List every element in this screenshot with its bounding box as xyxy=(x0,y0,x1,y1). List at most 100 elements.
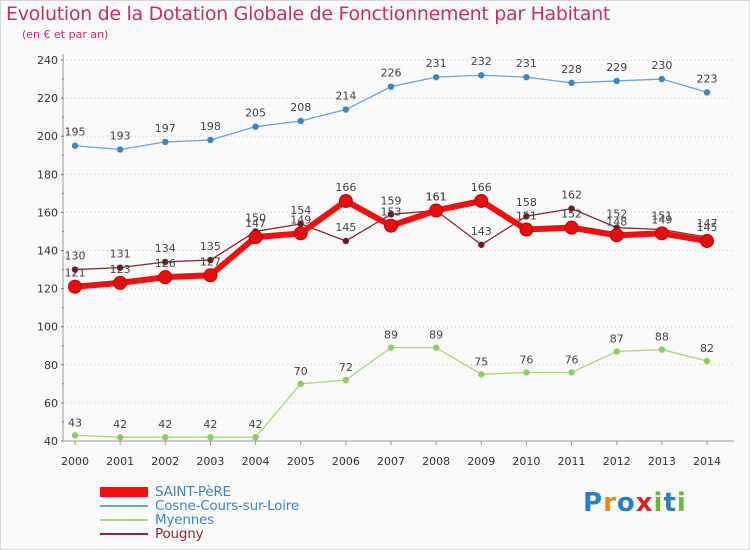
data-label: 43 xyxy=(68,416,82,429)
data-label: 195 xyxy=(65,126,86,139)
y-tick-label: 240 xyxy=(37,54,58,67)
data-label: 42 xyxy=(158,418,172,431)
data-point xyxy=(71,432,79,439)
x-tick-label: 2004 xyxy=(242,455,270,468)
x-tick-label: 2007 xyxy=(377,455,405,468)
data-point xyxy=(658,75,666,83)
data-label: 88 xyxy=(655,331,669,344)
data-point xyxy=(71,266,79,273)
data-label: 89 xyxy=(384,329,398,342)
data-label: 161 xyxy=(426,190,447,203)
y-tick-label: 200 xyxy=(37,130,58,143)
data-label: 229 xyxy=(606,61,627,74)
data-point xyxy=(609,228,624,243)
data-point xyxy=(113,275,128,290)
x-tick-label: 2002 xyxy=(151,455,179,468)
data-point xyxy=(297,117,304,125)
data-label: 127 xyxy=(200,255,221,268)
data-point xyxy=(478,72,485,79)
data-point xyxy=(432,73,440,81)
logo-letter: r xyxy=(603,488,617,518)
data-point xyxy=(654,226,669,241)
data-label: 145 xyxy=(697,221,718,234)
data-label: 75 xyxy=(474,355,488,368)
data-point xyxy=(71,142,79,149)
x-tick-label: 2006 xyxy=(332,455,360,468)
data-point xyxy=(207,256,214,264)
data-point xyxy=(387,344,395,351)
data-label: 205 xyxy=(245,107,266,120)
y-tick-label: 120 xyxy=(37,283,58,296)
data-point xyxy=(158,270,173,285)
data-label: 82 xyxy=(700,342,714,355)
y-tick-label: 220 xyxy=(37,92,58,105)
data-point xyxy=(203,268,218,283)
x-tick-label: 2000 xyxy=(61,455,89,468)
x-tick-label: 2014 xyxy=(693,455,721,468)
data-label: 72 xyxy=(339,361,353,374)
data-label: 76 xyxy=(519,353,533,366)
data-label: 147 xyxy=(245,217,266,230)
x-tick-label: 2003 xyxy=(196,455,224,468)
data-point xyxy=(429,203,444,218)
data-label: 131 xyxy=(110,248,131,261)
data-label: 214 xyxy=(335,90,356,103)
data-point xyxy=(568,205,575,212)
data-point xyxy=(387,211,395,218)
x-tick-label: 2011 xyxy=(558,455,586,468)
y-tick-label: 80 xyxy=(44,359,58,372)
y-tick-label: 40 xyxy=(44,435,58,448)
x-tick-label: 2001 xyxy=(106,455,134,468)
data-point xyxy=(564,220,579,235)
series-layer xyxy=(68,72,714,441)
data-point xyxy=(568,79,575,87)
data-point xyxy=(293,226,308,241)
axes: 40 60 80 100 120 140 160 180 200 220 240 2000 2001 20… xyxy=(37,54,734,468)
legend-label: Myennes xyxy=(155,512,214,528)
data-point xyxy=(523,213,530,220)
series-saint-p-re xyxy=(68,193,714,294)
data-label: 232 xyxy=(471,55,492,68)
data-point xyxy=(519,222,534,237)
x-tick-label: 2012 xyxy=(603,455,631,468)
logo-letter: t xyxy=(663,488,677,518)
data-label: 89 xyxy=(429,329,443,342)
data-point xyxy=(658,346,666,353)
data-label: 42 xyxy=(249,418,263,431)
data-label: 153 xyxy=(381,206,402,219)
proxiti-logo: Proxiti xyxy=(583,488,687,518)
data-label: 42 xyxy=(113,418,127,431)
data-label: 121 xyxy=(65,267,86,280)
data-point xyxy=(248,230,263,245)
chart-title: Evolution de la Dotation Globale de Fonc… xyxy=(6,3,611,25)
data-point xyxy=(432,344,440,351)
data-label: 193 xyxy=(110,130,131,143)
data-label: 230 xyxy=(651,59,672,72)
data-point xyxy=(297,380,304,388)
data-label: 198 xyxy=(200,120,221,133)
data-point xyxy=(478,241,485,248)
data-label: 143 xyxy=(471,225,492,238)
data-point xyxy=(207,433,214,441)
data-label: 228 xyxy=(561,63,582,76)
logo-letter: i xyxy=(676,488,687,518)
x-tick-label: 2009 xyxy=(467,455,495,468)
data-point xyxy=(568,369,575,376)
data-point xyxy=(613,348,620,355)
data-label: 158 xyxy=(516,196,537,209)
data-point xyxy=(116,264,124,271)
data-point xyxy=(523,369,530,376)
chart-subtitle: (en € et par an) xyxy=(22,28,109,41)
data-label: 76 xyxy=(565,353,579,366)
data-point xyxy=(162,138,169,146)
y-tick-label: 60 xyxy=(44,397,58,410)
legend-swatch xyxy=(100,533,148,535)
data-label: 151 xyxy=(651,210,672,223)
grid xyxy=(63,59,734,404)
data-label: 149 xyxy=(290,213,311,226)
logo-letter: i xyxy=(653,488,664,518)
data-label: 126 xyxy=(155,257,176,270)
data-label: 145 xyxy=(335,221,356,234)
data-label: 154 xyxy=(290,204,311,217)
